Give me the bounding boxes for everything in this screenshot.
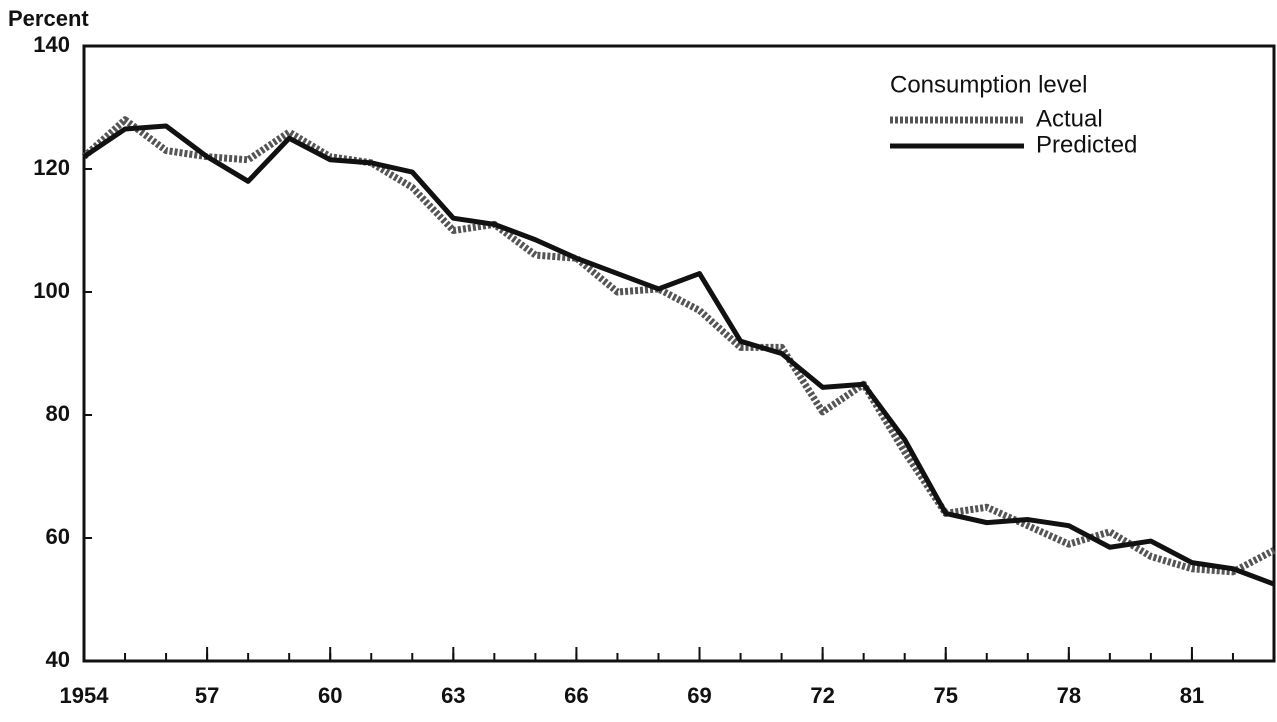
x-tick-label: 66: [564, 683, 588, 708]
y-tick-label: 140: [33, 32, 70, 57]
legend-label: Predicted: [1036, 131, 1137, 158]
x-tick-label: 63: [441, 683, 465, 708]
series-line: [81, 116, 1276, 576]
legend-title: Consumption level: [890, 71, 1087, 98]
x-tick-label: 69: [687, 683, 711, 708]
y-tick-label: 80: [46, 401, 70, 426]
x-tick-label: 81: [1180, 683, 1204, 708]
y-tick-label: 60: [46, 524, 70, 549]
x-tick-label: 75: [933, 683, 957, 708]
series-line: [82, 123, 1275, 587]
x-tick-label: 60: [318, 683, 342, 708]
x-tick-label: 72: [810, 683, 834, 708]
plot-frame: [82, 44, 1276, 663]
y-tick-label: 40: [46, 647, 70, 672]
y-axis-label: Percent: [8, 6, 89, 31]
legend-label: Actual: [1036, 105, 1103, 132]
x-tick-label: 57: [195, 683, 219, 708]
y-tick-label: 120: [33, 155, 70, 180]
y-tick-label: 100: [33, 278, 70, 303]
x-tick-label: 78: [1057, 683, 1081, 708]
x-tick-label: 1954: [60, 683, 110, 708]
